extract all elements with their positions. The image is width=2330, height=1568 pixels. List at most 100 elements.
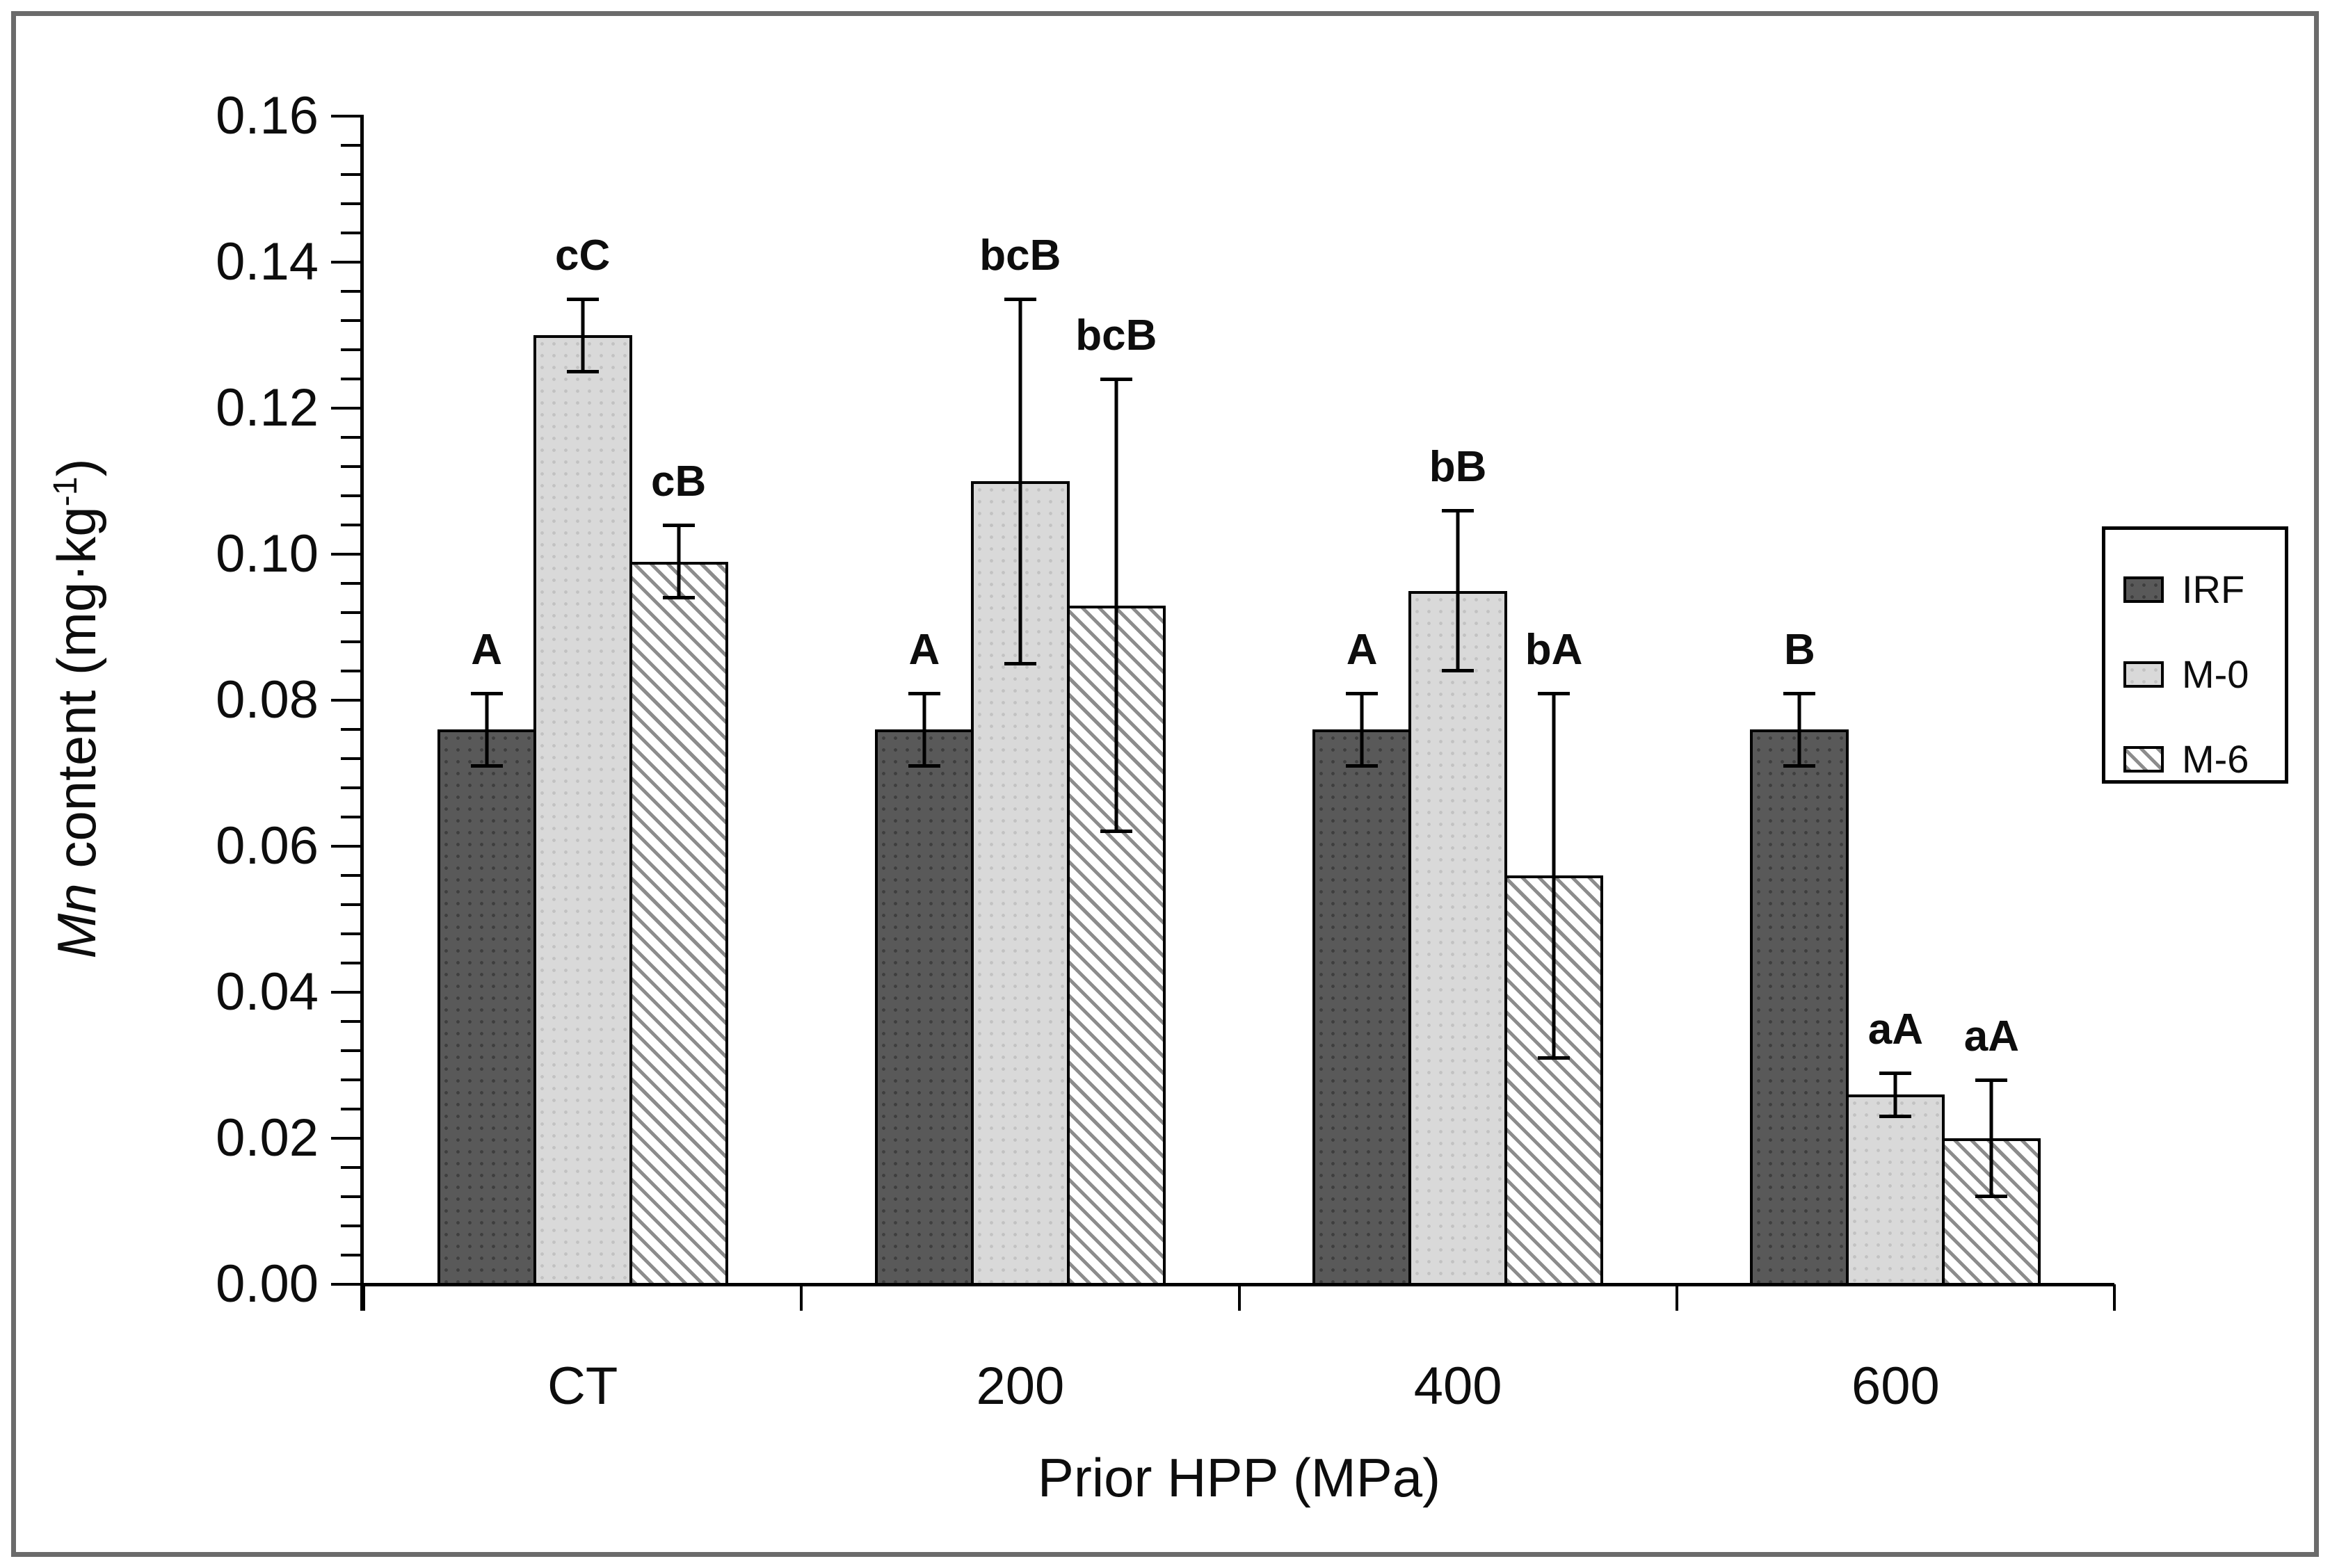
y-axis-title-sup: -1 <box>47 476 84 507</box>
y-tick-label: 0.14 <box>216 232 319 291</box>
bar bar-IRF-CT <box>437 729 536 1286</box>
error-bar-cap-bottom <box>1346 763 1379 768</box>
x-tick-label: 600 <box>1851 1357 1940 1416</box>
error-bar-cap-top <box>1975 1078 2008 1082</box>
y-minor-tick <box>341 582 360 585</box>
y-minor-tick <box>341 378 360 380</box>
error-bar-cap-bottom <box>470 763 503 768</box>
legend-label-M-6: M-6 <box>2182 737 2249 781</box>
y-minor-tick <box>341 757 360 760</box>
y-tick-label: 0.16 <box>216 86 319 145</box>
y-minor-tick <box>341 465 360 468</box>
error-bar-cap-top <box>1100 378 1132 381</box>
bar bar-IRF-400 <box>1312 729 1412 1286</box>
y-major-tick <box>331 1283 360 1286</box>
y-major-tick <box>331 553 360 556</box>
error-bar-line <box>485 693 489 766</box>
error-bar-line <box>1552 693 1556 1058</box>
y-axis-title-italic: Mn <box>46 883 107 959</box>
y-minor-tick <box>341 1225 360 1227</box>
legend-label-M-0: M-0 <box>2182 652 2249 696</box>
y-minor-tick <box>341 1254 360 1256</box>
bar bar-M-0-600 <box>1846 1094 1945 1286</box>
error-bar-line <box>1989 1080 1993 1197</box>
sig-label: A <box>1346 625 1378 674</box>
x-tick-label: 400 <box>1413 1357 1502 1416</box>
y-minor-tick <box>341 319 360 322</box>
error-bar-cap-top <box>1538 691 1570 695</box>
y-axis-line <box>360 115 364 1311</box>
error-bar-cap-bottom <box>908 763 940 768</box>
error-bar-cap-bottom <box>1100 830 1132 833</box>
error-bar-cap-top <box>1346 691 1379 695</box>
legend-swatch-M-0 <box>2123 661 2164 688</box>
x-tick <box>2113 1284 2116 1311</box>
error-bar-cap-bottom <box>1783 763 1816 768</box>
bar bar-M-0-CT <box>533 335 632 1286</box>
sig-label: cB <box>650 458 707 506</box>
error-bar-line <box>1114 379 1118 832</box>
error-bar-line <box>1893 1072 1897 1117</box>
y-tick-label: 0.04 <box>216 962 319 1021</box>
y-minor-tick <box>341 903 360 906</box>
y-minor-tick <box>341 524 360 526</box>
y-tick-label: 0.12 <box>216 378 319 437</box>
error-bar-line <box>1360 693 1364 766</box>
x-tick-label: 200 <box>976 1357 1065 1416</box>
y-minor-tick <box>341 1108 360 1110</box>
sig-label: bB <box>1429 443 1487 491</box>
error-bar-cap-bottom <box>1538 1056 1570 1060</box>
y-minor-tick <box>341 728 360 731</box>
y-major-tick <box>331 845 360 848</box>
sig-label: bcB <box>1075 312 1157 359</box>
y-tick-label: 0.02 <box>216 1108 319 1167</box>
error-bar-line <box>581 298 585 372</box>
y-major-tick <box>331 261 360 264</box>
y-minor-tick <box>341 173 360 176</box>
sig-label: A <box>908 625 940 674</box>
y-minor-tick <box>341 932 360 935</box>
x-tick <box>362 1284 365 1311</box>
y-minor-tick <box>341 1078 360 1081</box>
y-minor-tick <box>341 290 360 293</box>
error-bar-cap-top <box>1004 297 1036 301</box>
y-tick-label: 0.10 <box>216 524 319 583</box>
error-bar-cap-bottom <box>1442 669 1475 672</box>
error-bar-cap-bottom <box>662 596 695 599</box>
error-bar-line <box>677 525 681 598</box>
y-minor-tick <box>341 962 360 964</box>
y-minor-tick <box>341 1020 360 1023</box>
error-bar-cap-top <box>1879 1071 1912 1075</box>
bar bar-IRF-200 <box>874 729 974 1286</box>
error-bar-cap-top <box>566 297 599 301</box>
y-minor-tick <box>341 670 360 672</box>
y-tick-label: 0.00 <box>216 1254 319 1314</box>
error-bar-line <box>922 693 926 766</box>
y-minor-tick <box>341 1195 360 1198</box>
error-bar-cap-top <box>1442 509 1475 512</box>
error-bar-cap-top <box>908 691 940 695</box>
bar bar-M-0-400 <box>1408 590 1508 1286</box>
error-bar-line <box>1018 298 1022 664</box>
y-major-tick <box>331 699 360 702</box>
error-bar-cap-top <box>470 691 503 695</box>
sig-label: A <box>471 625 503 674</box>
y-minor-tick <box>341 436 360 439</box>
error-bar-cap-top <box>662 524 695 527</box>
error-bar-cap-bottom <box>1004 661 1036 665</box>
error-bar-cap-bottom <box>1975 1195 2008 1198</box>
y-major-tick <box>331 991 360 994</box>
sig-label: bcB <box>979 231 1061 280</box>
y-minor-tick <box>341 348 360 351</box>
error-bar-cap-bottom <box>566 369 599 373</box>
bar bar-IRF-600 <box>1750 729 1849 1286</box>
sig-label: aA <box>1867 1005 1924 1053</box>
y-major-tick <box>331 1137 360 1140</box>
y-tick-label: 0.08 <box>216 670 319 729</box>
sig-label: bA <box>1525 625 1583 674</box>
error-bar-line <box>1797 693 1801 766</box>
error-bar-cap-bottom <box>1879 1114 1912 1118</box>
legend-label-IRF: IRF <box>2182 567 2245 611</box>
y-major-tick <box>331 407 360 410</box>
